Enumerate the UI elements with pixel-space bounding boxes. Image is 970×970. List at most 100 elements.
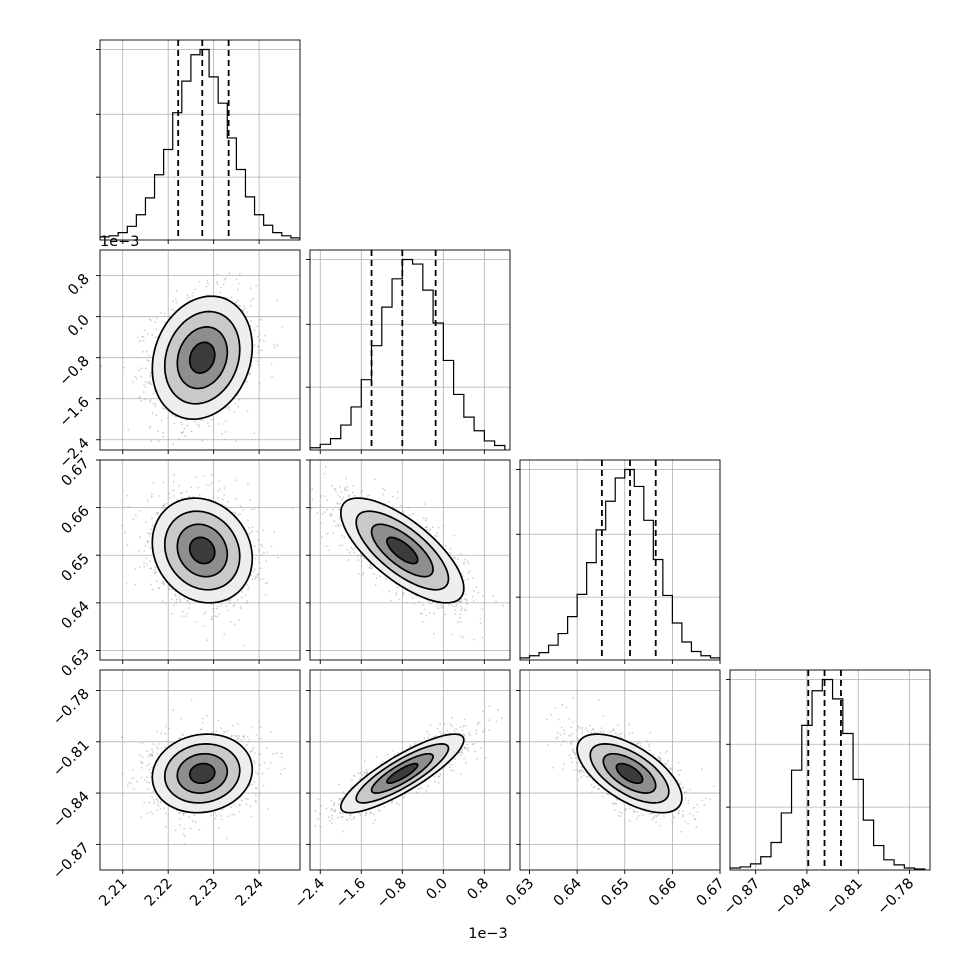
sample-point bbox=[224, 505, 227, 507]
sample-point bbox=[413, 602, 416, 605]
sample-point bbox=[359, 491, 362, 494]
sample-point bbox=[198, 280, 201, 283]
sample-point bbox=[140, 367, 143, 370]
sample-point bbox=[171, 588, 174, 591]
sample-point bbox=[127, 505, 130, 508]
sample-point bbox=[244, 594, 247, 597]
sample-point bbox=[150, 496, 153, 498]
sample-point bbox=[460, 600, 462, 603]
contour-line-level-1 bbox=[339, 497, 465, 604]
sample-point bbox=[135, 514, 137, 517]
sample-point bbox=[179, 598, 182, 601]
sample-point bbox=[144, 398, 147, 401]
sample-point bbox=[143, 561, 146, 564]
sample-point bbox=[242, 509, 245, 511]
sample-point bbox=[366, 495, 369, 497]
sample-point bbox=[196, 423, 198, 426]
sample-point bbox=[369, 563, 371, 565]
histogram-p0 bbox=[100, 48, 300, 240]
sample-point bbox=[419, 612, 422, 615]
sample-point bbox=[168, 492, 170, 495]
sample-point bbox=[138, 369, 141, 372]
sample-point bbox=[237, 299, 240, 302]
sample-point bbox=[479, 617, 482, 620]
sample-point bbox=[238, 398, 241, 401]
sample-point bbox=[123, 366, 125, 369]
sample-point bbox=[198, 424, 201, 426]
sample-point bbox=[341, 498, 343, 501]
sample-point bbox=[456, 603, 459, 606]
sample-point bbox=[171, 612, 174, 615]
sample-point bbox=[325, 508, 328, 511]
sample-point bbox=[143, 550, 146, 553]
sample-point bbox=[408, 506, 410, 509]
sample-point bbox=[191, 295, 194, 297]
sample-point bbox=[157, 440, 160, 443]
sample-point bbox=[216, 273, 219, 276]
sample-point bbox=[217, 490, 219, 492]
sample-point bbox=[305, 491, 307, 493]
sample-point bbox=[257, 539, 259, 541]
sample-point bbox=[460, 605, 463, 607]
sample-point bbox=[463, 562, 465, 565]
sample-point bbox=[151, 333, 154, 336]
contour-line-level-3 bbox=[176, 326, 229, 390]
sample-point bbox=[236, 288, 239, 291]
sample-point bbox=[495, 600, 497, 603]
sample-point bbox=[172, 495, 175, 497]
y-tick-label: −0.8 bbox=[57, 353, 93, 389]
sample-point bbox=[415, 595, 417, 597]
sample-point bbox=[481, 608, 484, 610]
sample-point bbox=[265, 560, 268, 562]
sample-point bbox=[262, 340, 265, 342]
sample-point bbox=[152, 481, 155, 484]
contour-line-level-1 bbox=[151, 497, 254, 604]
sample-point bbox=[139, 395, 142, 398]
sample-point bbox=[402, 594, 404, 597]
sample-point bbox=[183, 427, 186, 430]
sample-point bbox=[246, 602, 249, 604]
sample-point bbox=[396, 586, 399, 589]
sample-point bbox=[459, 616, 461, 619]
sample-point bbox=[263, 334, 266, 337]
sample-point bbox=[461, 572, 463, 575]
sample-point bbox=[383, 489, 386, 492]
sample-point bbox=[198, 493, 201, 496]
sample-point bbox=[217, 423, 220, 425]
panel-p1-p1 bbox=[306, 249, 511, 454]
contour-line-level-2 bbox=[163, 510, 241, 591]
sample-point bbox=[460, 635, 462, 637]
sample-point bbox=[240, 505, 243, 508]
sample-point bbox=[147, 381, 150, 384]
sample-point bbox=[253, 344, 256, 347]
sample-point bbox=[235, 497, 238, 500]
sample-point bbox=[185, 613, 188, 615]
sample-point bbox=[263, 551, 265, 554]
sample-point bbox=[435, 604, 438, 607]
sample-point bbox=[332, 508, 334, 511]
sample-point bbox=[256, 325, 259, 328]
sample-point bbox=[436, 532, 438, 534]
sample-point bbox=[185, 599, 188, 602]
sample-point bbox=[398, 598, 401, 601]
sample-point bbox=[258, 382, 261, 385]
sample-point bbox=[461, 607, 463, 610]
sample-point bbox=[164, 321, 167, 324]
sample-point bbox=[311, 498, 314, 501]
sample-point bbox=[178, 438, 180, 440]
sample-point bbox=[135, 377, 138, 380]
y-tick-label: 0.0 bbox=[65, 312, 93, 340]
sample-point bbox=[452, 556, 455, 559]
sample-point bbox=[210, 603, 213, 606]
sample-point bbox=[188, 495, 191, 498]
sample-point bbox=[475, 586, 478, 588]
sample-point bbox=[151, 493, 153, 496]
sample-point bbox=[248, 533, 250, 535]
sample-point bbox=[480, 622, 482, 625]
sample-point bbox=[422, 604, 424, 606]
sample-point bbox=[165, 502, 168, 505]
sample-point bbox=[169, 497, 171, 499]
gridlines bbox=[100, 40, 300, 240]
sample-point bbox=[250, 574, 253, 577]
sample-point bbox=[149, 426, 152, 429]
